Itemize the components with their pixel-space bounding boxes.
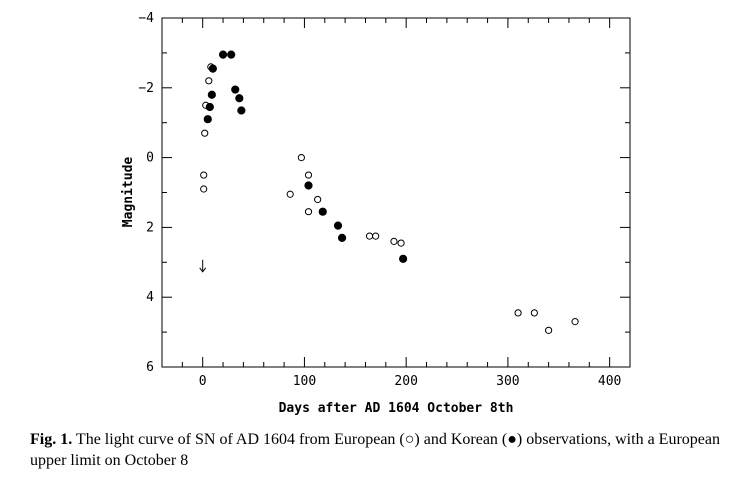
data-points: [199, 50, 579, 334]
european-observation-point: [314, 195, 322, 204]
y-tick-label: 2: [146, 220, 154, 235]
european-observation-point: [201, 129, 209, 137]
figure-caption: Fig. 1. The light curve of SN of AD 1604…: [30, 429, 735, 471]
y-tick-label: −4: [138, 11, 154, 26]
plot-frame: [161, 17, 631, 368]
x-tick-label: 400: [598, 374, 621, 389]
korean-observation-point: [304, 181, 313, 190]
korean-observation-point: [318, 207, 327, 216]
european-observation-point: [397, 239, 405, 247]
european-observation-point: [571, 318, 579, 326]
figure-label: Fig. 1.: [30, 431, 73, 448]
y-tick-label: −2: [138, 81, 154, 96]
korean-observation-point: [235, 94, 244, 103]
european-observation-point: [390, 237, 398, 245]
european-observation-point: [530, 309, 538, 317]
korean-observation-point: [218, 50, 228, 59]
upper-limit-arrow-head: [199, 267, 207, 273]
european-observation-point: [304, 208, 313, 216]
y-tick-label: 4: [146, 290, 154, 305]
korean-observation-point: [227, 50, 236, 59]
korean-observation-point: [208, 64, 217, 73]
korean-observation-point: [205, 102, 214, 112]
x-axis-title: Days after AD 1604 October 8th: [279, 401, 514, 416]
x-tick-label: 200: [394, 374, 417, 389]
x-tick-label: 0: [199, 374, 207, 389]
caption-text: The light curve of SN of AD 1604 from Eu…: [30, 431, 720, 469]
y-tick-label: 0: [146, 151, 154, 166]
light-curve-chart: 0 100 200 300 400 −4 −2 0 2 4 6 Days after AD 160…: [121, 11, 631, 416]
korean-observation-point: [333, 221, 343, 230]
european-observation-point: [545, 326, 553, 334]
european-observation-point: [365, 232, 374, 240]
y-tick-label: 6: [146, 360, 154, 375]
korean-observation-point: [207, 90, 216, 99]
x-tick-label: 100: [293, 374, 316, 389]
axis-ticks: [162, 17, 631, 368]
korean-observation-point: [399, 254, 408, 263]
korean-observation-point: [231, 85, 240, 94]
european-observation-point: [297, 154, 305, 162]
european-observation-point: [200, 171, 208, 179]
korean-observation-point: [337, 233, 347, 242]
y-axis-title: Magnitude: [121, 157, 136, 228]
y-tick-labels: −4 −2 0 2 4 6: [138, 11, 154, 375]
x-tick-label: 300: [496, 374, 519, 389]
x-tick-labels: 0 100 200 300 400: [199, 374, 622, 389]
european-observation-point: [286, 190, 294, 198]
european-observation-point: [514, 309, 522, 317]
european-observation-point: [200, 185, 208, 193]
korean-observation-point: [237, 106, 246, 115]
european-observation-point: [372, 232, 380, 240]
korean-observation-point: [203, 115, 212, 124]
european-observation-point: [205, 77, 213, 85]
european-observation-point: [304, 171, 313, 179]
